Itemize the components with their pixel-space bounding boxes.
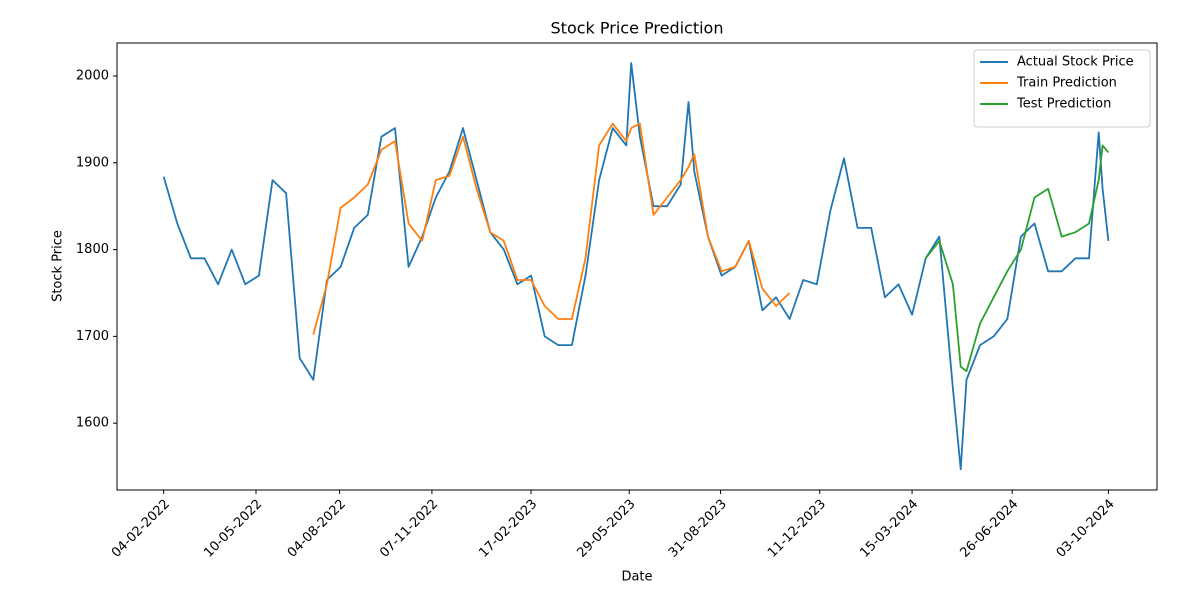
y-axis-label: Stock Price [51,230,66,302]
x-axis-label: Date [621,570,652,585]
chart-title: Stock Price Prediction [551,19,724,38]
series-line [312,122,791,335]
y-tick-label: 1800 [76,242,109,257]
y-tick-label: 2000 [76,68,109,83]
legend-label: Test Prediction [1016,97,1111,112]
legend: Actual Stock Price Train Prediction Test P… [973,49,1151,128]
y-tick-label: 1900 [76,155,109,170]
legend-box [973,49,1151,128]
legend-label: Train Prediction [1016,76,1117,91]
legend-label: Actual Stock Price [1017,55,1134,70]
plot-frame [116,42,1158,491]
y-tick-label: 1600 [76,416,109,431]
series-line [924,144,1110,372]
y-tick-label: 1700 [76,329,109,344]
series-line [162,62,1110,471]
